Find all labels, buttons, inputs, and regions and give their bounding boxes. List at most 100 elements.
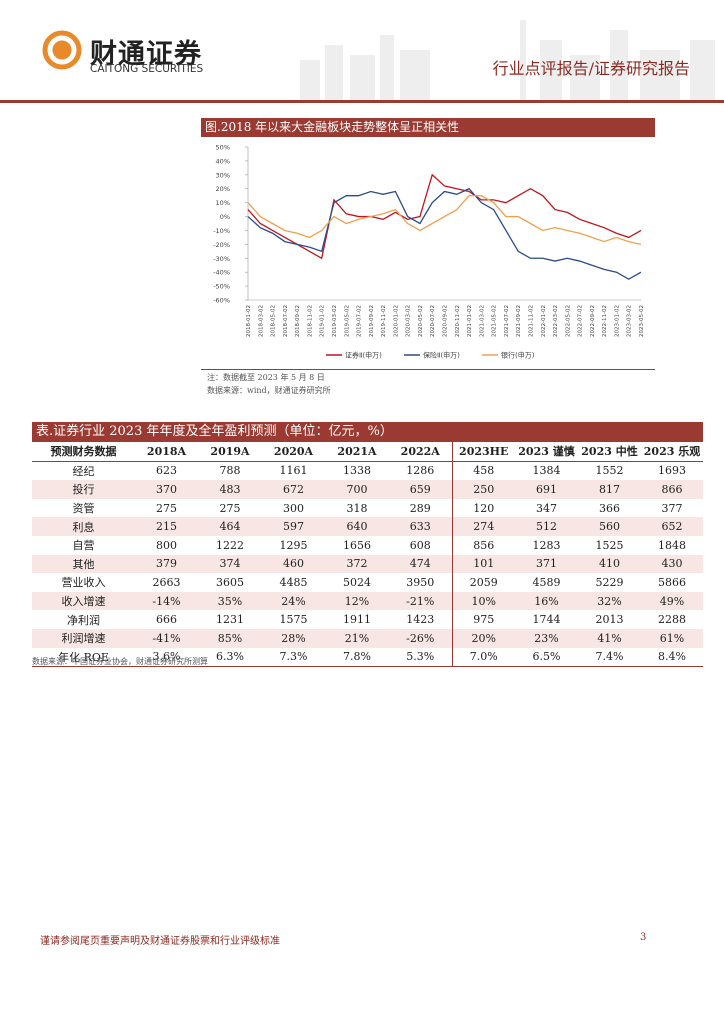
- cell: 366: [599, 501, 620, 515]
- cell: 7.8%: [325, 647, 389, 668]
- header-art: [42, 20, 715, 100]
- cell: 120: [473, 501, 495, 515]
- cell: 1222: [216, 538, 244, 552]
- table-row: 净利润 666 1231 1575 1911 1423 975 1744 2013 2288: [32, 610, 703, 629]
- table-row: 自营 800 1222 1295 1656 608 856 1283 1525 1848: [32, 535, 703, 555]
- x-tick-label: 2022-05-02: [565, 305, 571, 337]
- x-tick-label: 2022-09-02: [590, 305, 596, 337]
- cell: 1231: [216, 613, 244, 627]
- row-label: 经纪: [72, 464, 95, 478]
- cell: 85%: [198, 628, 262, 648]
- y-tick-label: 40%: [216, 157, 230, 165]
- table-row: 收入增速 -14% 35% 24% 12% -21% 10% 16% 32% 49%: [32, 591, 703, 611]
- cell: 788: [219, 464, 241, 478]
- cell: 700: [325, 480, 389, 499]
- row-label: 资管: [72, 502, 95, 516]
- cell: 474: [389, 554, 453, 574]
- row-label: 利息: [32, 517, 135, 536]
- cell: 640: [325, 517, 389, 536]
- cell: 372: [325, 554, 389, 574]
- cell: 4485: [279, 575, 308, 589]
- cell: 7.4%: [578, 647, 641, 668]
- cell: 800: [156, 538, 177, 552]
- x-tick-label: 2021-07-02: [504, 305, 510, 337]
- figure-title: 图.2018 年以来大金融板块走势整体呈正相关性: [201, 118, 655, 137]
- table: 预测财务数据 2018A 2019A 2020A 2021A 2022A 2023HE 202…: [32, 442, 703, 668]
- x-tick-label: 2018-11-02: [307, 305, 313, 337]
- legend-label: 保险Ⅱ(申万): [423, 351, 460, 360]
- cell: 1384: [532, 464, 561, 478]
- table-source: 数据来源：中国证券业协会，财通证券研究所测算: [32, 657, 208, 666]
- column-header: 2023HE: [452, 442, 515, 462]
- cell: 379: [135, 554, 198, 574]
- cell: 3.6%: [135, 647, 198, 668]
- cell: 371: [515, 554, 578, 574]
- cell: 275: [156, 501, 177, 515]
- cell: 21%: [325, 628, 389, 648]
- x-tick-label: 2022-11-02: [602, 305, 608, 337]
- x-tick-label: 2020-07-02: [430, 305, 436, 337]
- cell: 8.4%: [641, 647, 703, 668]
- column-header: 预测财务数据: [32, 442, 135, 462]
- report-type: 行业点评报告/证券研究报告: [492, 59, 690, 78]
- cell: 691: [515, 480, 578, 499]
- cell: 3605: [216, 575, 244, 589]
- cell: 608: [389, 535, 453, 555]
- y-tick-label: 50%: [216, 144, 230, 152]
- cell: 410: [578, 554, 641, 574]
- cell: 6.5%: [515, 647, 578, 668]
- cell: 430: [641, 554, 703, 574]
- x-tick-label: 2019-03-02: [332, 305, 338, 337]
- logo-mark: [42, 30, 82, 70]
- cell: 275: [219, 501, 241, 515]
- x-tick-label: 2021-05-02: [492, 305, 498, 337]
- column-header: 2022A: [389, 442, 453, 462]
- y-tick-label: 30%: [216, 171, 230, 179]
- header-row: 预测财务数据 2018A 2019A 2020A 2021A 2022A 2023HE 202…: [32, 442, 703, 462]
- column-header: 2023 乐观: [641, 442, 703, 462]
- cell: -14%: [135, 591, 198, 611]
- cell: 1295: [279, 538, 308, 552]
- column-header: 2019A: [198, 442, 262, 462]
- cell: 1848: [658, 538, 686, 552]
- cell: 6.3%: [198, 647, 262, 668]
- row-label: 营业收入: [61, 576, 106, 590]
- x-tick-label: 2023-05-02: [639, 305, 645, 337]
- x-tick-label: 2019-07-02: [357, 305, 363, 337]
- cell: 215: [135, 517, 198, 536]
- table-row: 投行 370 483 672 700 659 250 691 817 866: [32, 480, 703, 499]
- cell: 597: [262, 517, 325, 536]
- cell: 633: [389, 517, 453, 536]
- y-tick-label: 10%: [216, 199, 230, 207]
- cell: 49%: [641, 591, 703, 611]
- cell: 2013: [595, 613, 624, 627]
- y-tick-label: -10%: [213, 227, 230, 235]
- legend-label: 证券Ⅱ(申万): [345, 351, 382, 360]
- cell: 12%: [325, 591, 389, 611]
- cell: 623: [156, 464, 177, 478]
- table-row: 利息 215 464 597 640 633 274 512 560 652: [32, 517, 703, 536]
- cell: 3950: [389, 573, 453, 592]
- row-label: 投行: [32, 480, 135, 499]
- table-title: 表.证券行业 2023 年年度及全年盈利预测（单位：亿元，%）: [32, 422, 703, 442]
- cell: 347: [536, 501, 557, 515]
- x-tick-label: 2018-03-02: [258, 305, 264, 337]
- cell: 23%: [515, 628, 578, 648]
- cell: 24%: [262, 591, 325, 611]
- series-line: [247, 195, 642, 245]
- cell: 1283: [532, 538, 561, 552]
- table-row: 营业收入 2663 3605 4485 5024 3950 2059 4589 5229 5866: [32, 573, 703, 592]
- x-tick-label: 2022-07-02: [578, 305, 584, 337]
- column-header: 2018A: [135, 442, 198, 462]
- cell: 652: [641, 517, 703, 536]
- cell: -41%: [135, 628, 198, 648]
- cell: 5866: [658, 575, 686, 589]
- cell: 370: [135, 480, 198, 499]
- cell: 7.3%: [262, 647, 325, 668]
- y-tick-label: -20%: [213, 241, 230, 249]
- cell: 1744: [532, 613, 561, 627]
- column-header: 2020A: [262, 442, 325, 462]
- table-row: 经纪 623 788 1161 1338 1286 458 1384 1552 1693: [32, 461, 703, 481]
- x-tick-label: 2019-01-02: [320, 305, 326, 337]
